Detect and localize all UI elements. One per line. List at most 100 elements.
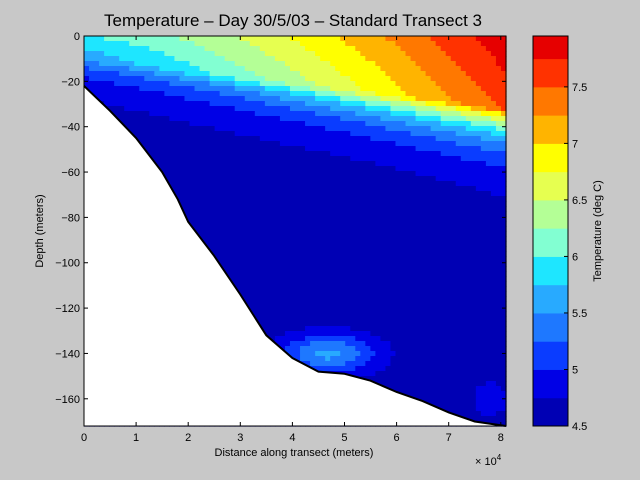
field-cell bbox=[425, 276, 432, 282]
field-cell bbox=[144, 66, 150, 72]
field-cell bbox=[465, 151, 472, 157]
field-cell bbox=[395, 246, 402, 252]
field-cell bbox=[365, 111, 371, 117]
field-cell bbox=[490, 281, 497, 287]
field-cell bbox=[480, 311, 487, 317]
field-cell bbox=[345, 51, 351, 57]
field-cell bbox=[335, 316, 341, 322]
field-cell bbox=[274, 191, 281, 197]
field-cell bbox=[174, 111, 181, 117]
field-cell bbox=[274, 311, 281, 317]
field-cell bbox=[305, 196, 311, 202]
field-cell bbox=[475, 96, 482, 102]
field-cell bbox=[194, 121, 201, 127]
field-cell bbox=[269, 271, 276, 277]
field-cell bbox=[315, 201, 321, 207]
field-cell bbox=[475, 276, 482, 282]
field-cell bbox=[330, 36, 336, 42]
field-cell bbox=[264, 61, 271, 67]
field-cell bbox=[420, 251, 427, 257]
field-cell bbox=[485, 181, 492, 187]
field-cell bbox=[400, 131, 407, 137]
field-cell bbox=[420, 321, 427, 327]
field-cell bbox=[500, 186, 507, 192]
field-cell bbox=[400, 286, 407, 292]
field-cell bbox=[209, 96, 216, 102]
field-cell bbox=[355, 251, 361, 257]
field-cell bbox=[144, 111, 150, 117]
field-cell bbox=[390, 236, 397, 242]
field-cell bbox=[425, 326, 432, 332]
field-cell bbox=[300, 61, 306, 67]
field-cell bbox=[450, 86, 457, 92]
field-cell bbox=[84, 41, 90, 47]
field-cell bbox=[370, 236, 376, 242]
field-cell bbox=[264, 281, 271, 287]
field-cell bbox=[435, 146, 442, 152]
field-cell bbox=[249, 116, 256, 122]
field-cell bbox=[325, 211, 331, 217]
field-cell bbox=[375, 121, 381, 127]
field-cell bbox=[370, 296, 376, 302]
field-cell bbox=[224, 261, 231, 267]
field-cell bbox=[465, 131, 472, 137]
field-cell bbox=[239, 291, 246, 297]
field-cell bbox=[425, 46, 432, 52]
field-cell bbox=[104, 46, 110, 52]
field-cell bbox=[405, 231, 412, 237]
field-cell bbox=[355, 151, 361, 157]
field-cell bbox=[365, 106, 371, 112]
field-cell bbox=[395, 136, 402, 142]
field-cell bbox=[259, 186, 266, 192]
field-cell bbox=[259, 261, 266, 267]
field-cell bbox=[189, 221, 196, 227]
field-cell bbox=[209, 241, 216, 247]
field-cell bbox=[224, 136, 231, 142]
field-cell bbox=[430, 291, 437, 297]
field-cell bbox=[224, 66, 231, 72]
field-cell bbox=[350, 126, 356, 132]
field-cell bbox=[174, 186, 181, 192]
field-cell bbox=[335, 246, 341, 252]
field-cell bbox=[189, 111, 196, 117]
field-cell bbox=[335, 71, 341, 77]
field-cell bbox=[360, 36, 366, 42]
field-cell bbox=[295, 116, 301, 122]
field-cell bbox=[139, 101, 145, 107]
field-cell bbox=[244, 176, 251, 182]
field-cell bbox=[340, 321, 346, 327]
field-cell bbox=[500, 156, 507, 162]
field-cell bbox=[340, 66, 346, 72]
field-cell bbox=[295, 211, 301, 217]
field-cell bbox=[375, 286, 381, 292]
field-cell bbox=[214, 46, 221, 52]
field-cell bbox=[495, 241, 502, 247]
field-cell bbox=[284, 206, 291, 212]
field-cell bbox=[330, 151, 336, 157]
field-cell bbox=[325, 111, 331, 117]
field-cell bbox=[350, 116, 356, 122]
field-cell bbox=[305, 256, 311, 262]
field-cell bbox=[330, 156, 336, 162]
field-cell bbox=[370, 131, 376, 137]
field-cell bbox=[345, 236, 351, 242]
field-cell bbox=[244, 261, 251, 267]
field-cell bbox=[244, 191, 251, 197]
field-cell bbox=[405, 181, 412, 187]
field-cell bbox=[179, 76, 186, 82]
field-cell bbox=[239, 241, 246, 247]
field-cell bbox=[500, 96, 507, 102]
field-cell bbox=[264, 316, 271, 322]
field-cell bbox=[325, 301, 331, 307]
field-cell bbox=[289, 286, 296, 292]
field-cell bbox=[174, 151, 181, 157]
field-cell bbox=[269, 141, 276, 147]
field-cell bbox=[124, 96, 130, 102]
field-cell bbox=[330, 71, 336, 77]
field-cell bbox=[204, 86, 211, 92]
field-cell bbox=[495, 181, 502, 187]
field-cell bbox=[89, 76, 95, 82]
field-cell bbox=[495, 281, 502, 287]
field-cell bbox=[149, 51, 155, 57]
